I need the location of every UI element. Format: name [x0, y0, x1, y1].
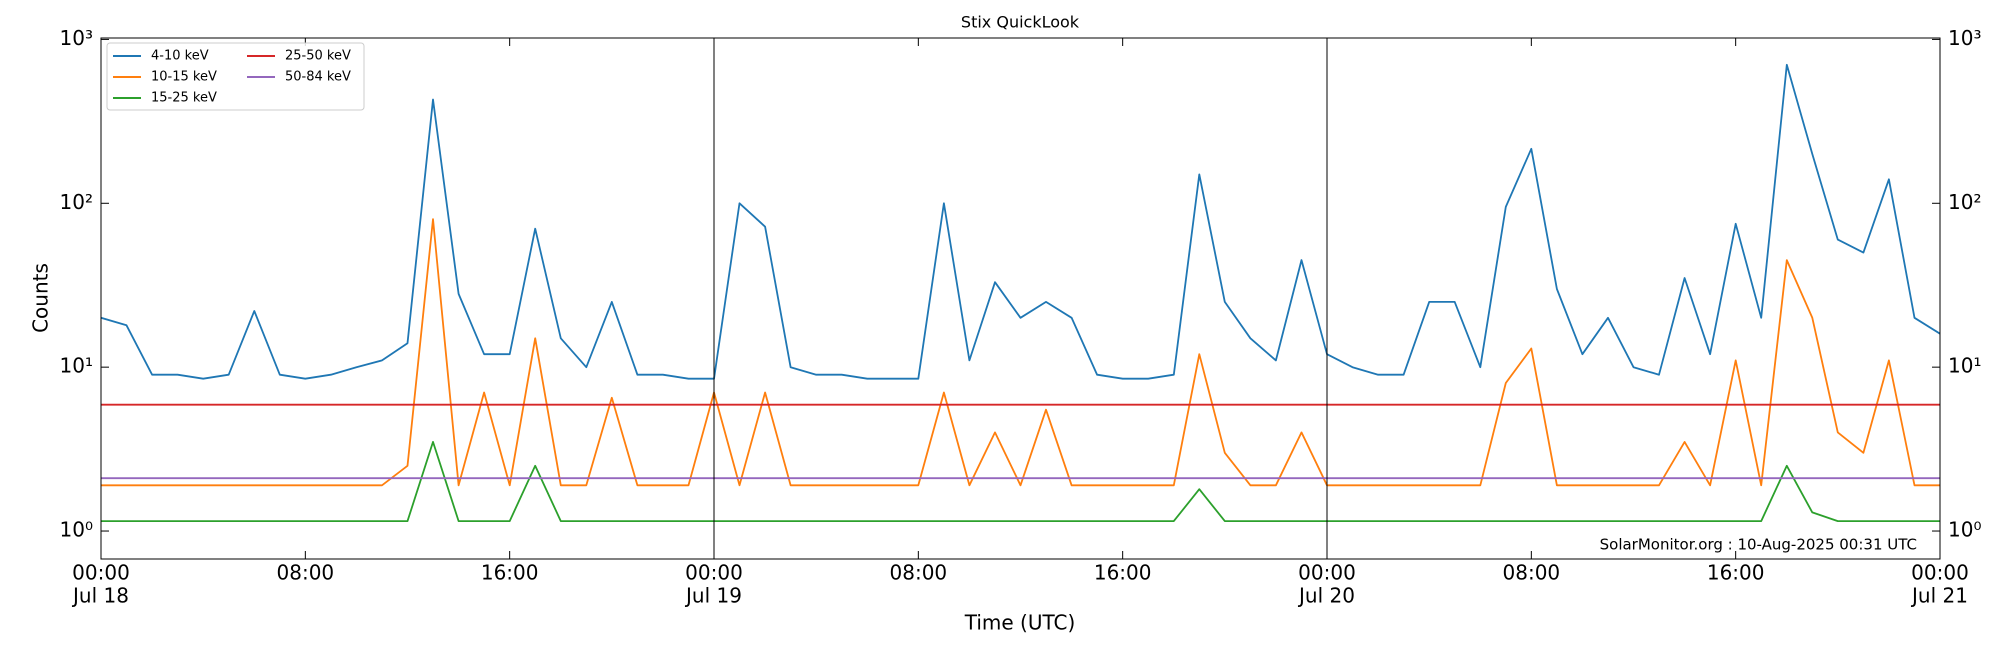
legend-label: 10-15 keV	[151, 70, 217, 85]
x-tick-label: 00:00	[1911, 561, 1969, 585]
chart-title: Stix QuickLook	[961, 13, 1080, 32]
legend-label: 50-84 keV	[285, 70, 351, 85]
x-tick-label: 16:00	[1094, 561, 1152, 585]
legend-box	[106, 42, 365, 111]
x-tick-date: Jul 19	[684, 584, 742, 608]
series-line	[101, 63, 1940, 380]
x-tick-date: Jul 21	[1910, 584, 1968, 608]
legend-label: 15-25 keV	[151, 91, 217, 106]
annotation: SolarMonitor.org : 10-Aug-2025 00:31 UTC	[1600, 536, 1917, 554]
y-tick-label: 10²	[60, 190, 93, 214]
x-tick-label: 16:00	[481, 561, 539, 585]
x-tick-label: 08:00	[1503, 561, 1561, 585]
y-axis-label: Counts	[29, 263, 53, 333]
legend-label: 4-10 keV	[151, 49, 209, 64]
y-tick-label: 10⁰	[60, 518, 93, 542]
y-tick-label: 10³	[60, 26, 93, 50]
x-tick-date: Jul 18	[71, 584, 129, 608]
plot-frame	[100, 37, 1941, 560]
plot-area	[101, 63, 1940, 522]
y-tick-label: 10¹	[1948, 354, 1981, 378]
x-tick-label: 00:00	[1298, 561, 1356, 585]
series-line	[101, 441, 1940, 522]
y-tick-label: 10⁰	[1948, 518, 1981, 542]
legend-label: 25-50 keV	[285, 49, 351, 64]
y-tick-label: 10³	[1948, 26, 1981, 50]
series-line	[101, 218, 1940, 487]
x-tick-label: 00:00	[685, 561, 743, 585]
x-axis-label: Time (UTC)	[964, 611, 1076, 635]
y-tick-label: 10²	[1948, 190, 1981, 214]
x-tick-date: Jul 20	[1297, 584, 1355, 608]
x-tick-label: 08:00	[277, 561, 335, 585]
x-tick-label: 08:00	[890, 561, 948, 585]
x-tick-label: 00:00	[72, 561, 130, 585]
x-tick-label: 16:00	[1707, 561, 1765, 585]
y-tick-label: 10¹	[60, 354, 93, 378]
